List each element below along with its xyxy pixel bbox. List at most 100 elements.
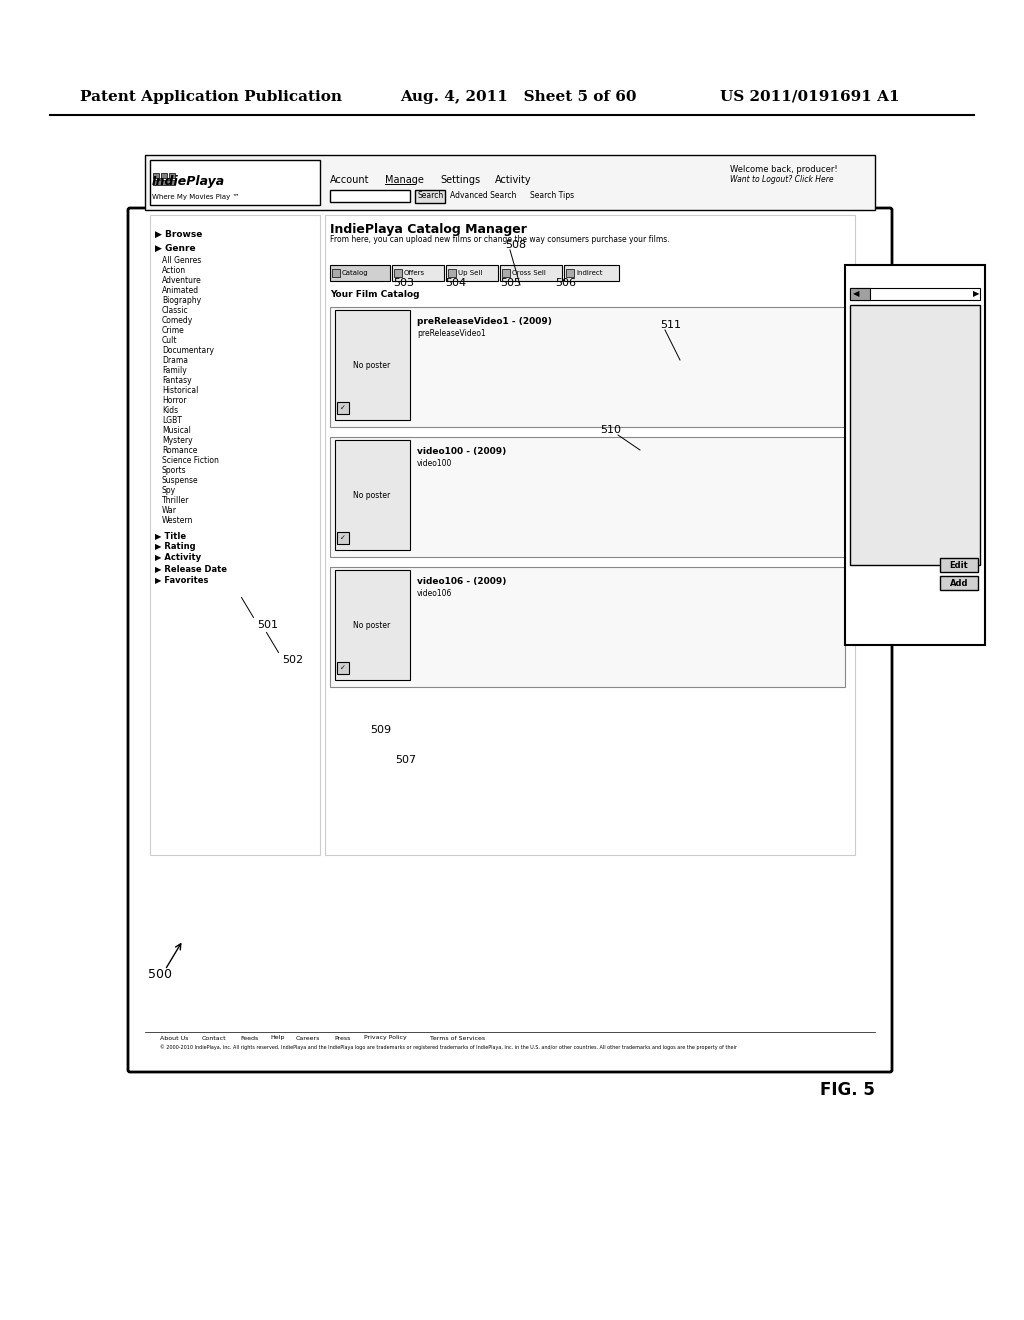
Bar [337,532,349,544]
Text: 510: 510 [600,425,621,436]
Text: Aug. 4, 2011   Sheet 5 of 60: Aug. 4, 2011 Sheet 5 of 60 [400,90,637,104]
Bar [394,269,402,277]
Text: video106 - (2009): video106 - (2009) [417,577,507,586]
Text: Historical: Historical [162,385,199,395]
Bar [330,437,845,557]
Bar [502,269,510,277]
Bar [335,440,410,550]
Text: Animated: Animated [162,286,199,294]
Text: Search: Search [417,191,443,201]
Text: Suspense: Suspense [162,477,199,484]
Text: Science Fiction: Science Fiction [162,455,219,465]
Text: preReleaseVideo1: preReleaseVideo1 [417,329,485,338]
Text: All Genres: All Genres [162,256,202,265]
Text: Kids: Kids [162,407,178,414]
Text: Patent Application Publication: Patent Application Publication [80,90,342,104]
Text: 509: 509 [370,725,391,735]
Text: Adventure: Adventure [162,276,202,285]
Bar [500,265,562,281]
Text: ▶ Release Date: ▶ Release Date [155,564,227,573]
Text: Your Film Catalog: Your Film Catalog [330,290,420,300]
Bar [566,269,574,277]
Bar [161,173,167,178]
Text: Mystery: Mystery [162,436,193,445]
Bar [446,265,498,281]
Text: 511: 511 [660,319,681,330]
Text: Careers: Careers [296,1035,321,1040]
Text: 503: 503 [393,279,414,288]
Text: Terms of Services: Terms of Services [430,1035,485,1040]
Text: Drama: Drama [162,356,188,366]
Text: Biography: Biography [162,296,201,305]
Bar [330,568,845,686]
Text: Offers: Offers [404,271,425,276]
Text: video106: video106 [417,589,453,598]
Text: ▶ Title: ▶ Title [155,531,186,540]
Text: Cult: Cult [162,337,177,345]
Bar [153,173,159,178]
FancyBboxPatch shape [128,209,892,1072]
Bar [449,269,456,277]
Bar [335,310,410,420]
Text: Edit: Edit [949,561,969,569]
Text: FIG. 5: FIG. 5 [820,1081,874,1100]
Bar [150,160,319,205]
Text: video100 - (2009): video100 - (2009) [417,447,506,455]
Text: About Us: About Us [160,1035,188,1040]
Text: ✓: ✓ [340,665,346,671]
Text: © 2000-2010 IndiePlaya, Inc. All rights reserved. IndiePlaya and the IndiePlaya : © 2000-2010 IndiePlaya, Inc. All rights … [160,1044,737,1049]
Text: ▶ Favorites: ▶ Favorites [155,576,208,583]
Text: 500: 500 [148,969,172,982]
Bar [169,173,175,178]
Text: 508: 508 [505,240,526,249]
Bar [150,215,319,855]
Text: LGBT: LGBT [162,416,182,425]
Text: No poster: No poster [353,360,390,370]
Text: Comedy: Comedy [162,315,194,325]
Text: Sports: Sports [162,466,186,475]
Bar [332,269,340,277]
Text: Welcome back, producer!: Welcome back, producer! [730,165,838,174]
Text: From here, you can upload new films or change the way consumers purchase your fi: From here, you can upload new films or c… [330,235,670,244]
Text: Action: Action [162,267,186,275]
Text: ▶ Rating: ▶ Rating [155,543,196,550]
Text: ▶ Browse: ▶ Browse [155,230,203,239]
Text: Crime: Crime [162,326,184,335]
Text: Contact: Contact [202,1035,226,1040]
Bar [145,154,874,210]
Text: War: War [162,506,177,515]
Bar [845,265,985,645]
Text: 501: 501 [257,620,278,630]
Bar [940,558,978,572]
Text: Want to Logout? Click Here: Want to Logout? Click Here [730,176,834,185]
Text: Feeds: Feeds [240,1035,258,1040]
Text: ◀: ◀ [853,289,859,298]
Text: Classic: Classic [162,306,188,315]
Bar [850,288,870,300]
Text: Manage: Manage [385,176,424,185]
Bar [850,305,980,565]
Bar [325,215,855,855]
Text: ▶: ▶ [973,289,980,298]
Bar [564,265,618,281]
Bar [337,663,349,675]
Text: 505: 505 [500,279,521,288]
Text: video100: video100 [417,459,453,469]
Text: ✓: ✓ [340,535,346,541]
Bar [337,403,349,414]
Bar [335,570,410,680]
Text: Account: Account [330,176,370,185]
Text: Privacy Policy: Privacy Policy [364,1035,407,1040]
Text: Catalog: Catalog [342,271,369,276]
Text: US 2011/0191691 A1: US 2011/0191691 A1 [720,90,900,104]
Text: Indirect: Indirect [575,271,602,276]
Text: Advanced Search: Advanced Search [450,191,516,201]
Text: Musical: Musical [162,426,190,436]
Bar [330,265,390,281]
Text: ✓: ✓ [340,405,346,411]
Bar [392,265,444,281]
Text: Horror: Horror [162,396,186,405]
Text: Family: Family [162,366,186,375]
Text: Up Sell: Up Sell [458,271,482,276]
Text: Thriller: Thriller [162,496,189,506]
